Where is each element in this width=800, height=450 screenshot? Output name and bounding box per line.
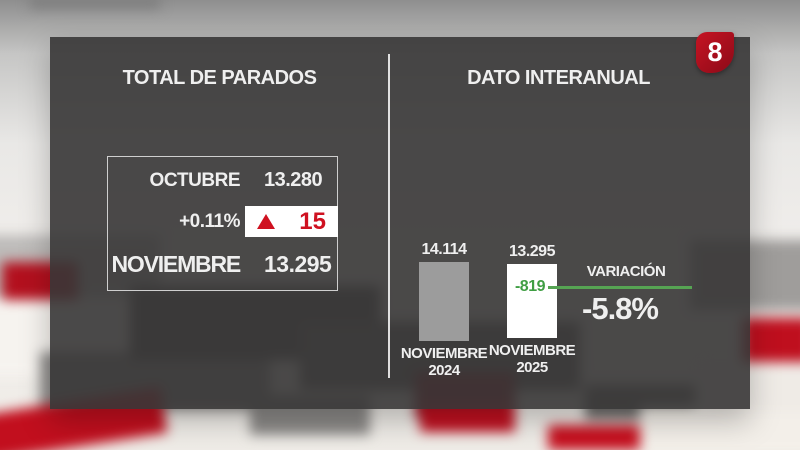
change-absolute: 15 <box>299 207 326 235</box>
bar-group-2025: 13.295 NOVIEMBRE 2025 <box>488 242 576 376</box>
bg-block-red <box>742 318 800 366</box>
variation-value: -5.8% <box>582 291 659 326</box>
october-label: OCTUBRE <box>149 169 241 191</box>
october-value: 13.280 <box>264 169 323 191</box>
channel-8-logo-text: 8 <box>707 37 723 67</box>
bar-2025-month: NOVIEMBRE <box>488 342 576 359</box>
bar-2024-value: 14.114 <box>421 241 467 258</box>
bg-block <box>30 0 160 8</box>
delta-label: -819 <box>514 278 546 295</box>
bar-2024-month: NOVIEMBRE <box>400 345 488 362</box>
change-percent: +0.11% <box>179 210 240 232</box>
october-row: OCTUBRE 13.280 <box>108 169 337 192</box>
bar-2025-category: NOVIEMBRE 2025 <box>488 342 576 376</box>
section-divider <box>388 54 390 378</box>
bar-2024-rect <box>419 262 469 341</box>
november-value: 13.295 <box>264 251 332 277</box>
bar-2025-rect <box>507 264 557 338</box>
up-triangle-icon <box>257 214 275 229</box>
monthly-comparison-box: OCTUBRE 13.280 +0.11% 15 NOVIEMBRE 13.29… <box>107 156 338 291</box>
channel-8-logo: 8 <box>696 32 734 73</box>
change-row: +0.11% 15 <box>108 206 338 237</box>
variation-label: VARIACIÓN <box>586 263 666 280</box>
main-panel: TOTAL DE PARADOS DATO INTERANUAL OCTUBRE… <box>50 37 750 409</box>
bar-2025-year: 2025 <box>516 359 548 376</box>
bar-2024-category: NOVIEMBRE 2024 <box>400 345 488 379</box>
bg-block <box>640 405 800 450</box>
bar-group-2024: 14.114 NOVIEMBRE 2024 <box>400 240 488 379</box>
november-label: NOVIEMBRE <box>111 251 242 277</box>
bar-2025-value: 13.295 <box>509 243 555 260</box>
right-section-title: DATO INTERANUAL <box>467 67 650 89</box>
variation-line <box>548 286 692 289</box>
bar-2024-year: 2024 <box>428 362 460 379</box>
bg-block-red <box>548 425 643 450</box>
change-badge: 15 <box>245 206 338 237</box>
left-section-title: TOTAL DE PARADOS <box>122 67 317 89</box>
november-row: NOVIEMBRE 13.295 <box>108 251 337 278</box>
